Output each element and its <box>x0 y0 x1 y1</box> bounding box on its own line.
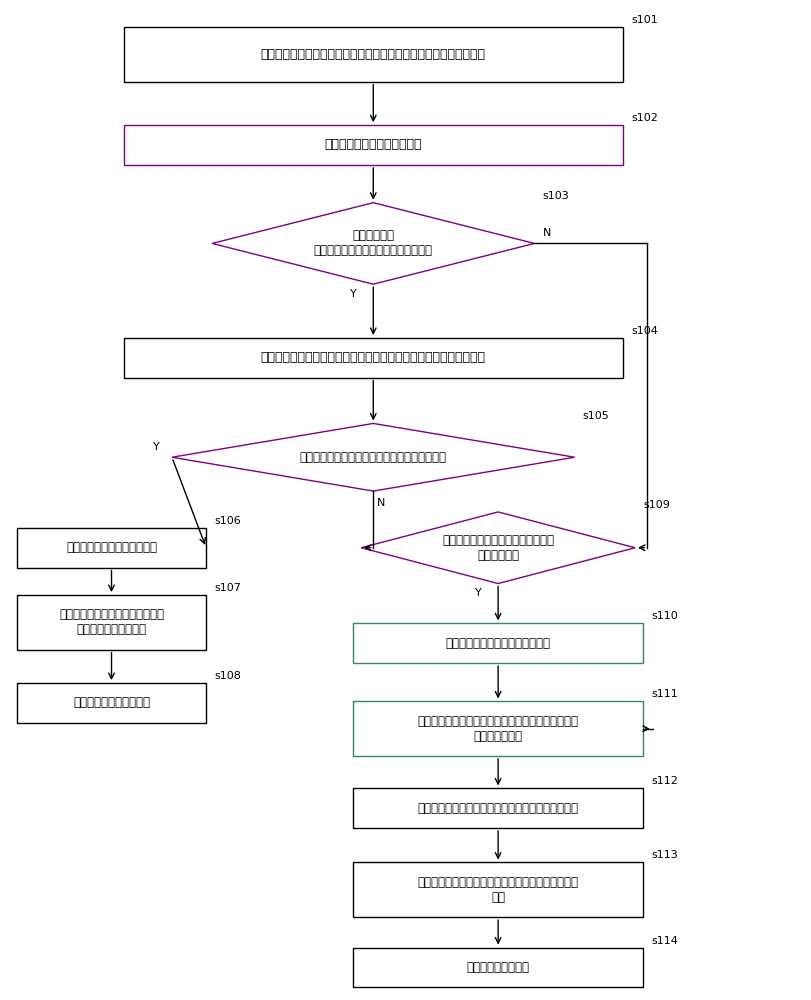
Text: s113: s113 <box>651 850 678 860</box>
Text: 位置更新成功后，标记基站小区的地址为真基站小区: 位置更新成功后，标记基站小区的地址为真基站小区 <box>418 802 578 815</box>
Text: s112: s112 <box>651 776 678 786</box>
Bar <box>353 701 643 756</box>
Text: s101: s101 <box>631 15 658 25</box>
Text: s107: s107 <box>214 583 241 593</box>
Bar <box>123 338 623 378</box>
Text: N: N <box>377 498 386 508</box>
Text: 标记基站小区的地址为伪基站: 标记基站小区的地址为伪基站 <box>66 541 157 554</box>
Text: Y: Y <box>153 442 160 452</box>
Text: Y: Y <box>350 289 357 299</box>
Text: s114: s114 <box>651 936 678 946</box>
Bar <box>353 862 643 917</box>
Text: s109: s109 <box>643 500 670 510</box>
Text: 重新发送位置更新请求至基站小区: 重新发送位置更新请求至基站小区 <box>445 637 551 650</box>
Bar <box>353 788 643 828</box>
Text: s111: s111 <box>651 689 678 699</box>
Bar <box>17 528 206 568</box>
Polygon shape <box>361 512 635 584</box>
Polygon shape <box>172 423 575 491</box>
Text: 接收基站小区发送的身份请求信息后，发送虚假身份信息至基站小区: 接收基站小区发送的身份请求信息后，发送虚假身份信息至基站小区 <box>261 351 486 364</box>
Bar <box>123 125 623 165</box>
Text: s108: s108 <box>214 671 241 681</box>
Polygon shape <box>212 203 534 284</box>
Text: 将基站小区的地址写入终端内存储
的禁止接入小区列表内: 将基站小区的地址写入终端内存储 的禁止接入小区列表内 <box>59 608 164 636</box>
Bar <box>17 595 206 650</box>
Text: 将基站小区的地址写入终端内存储的允许接入小区列
表内: 将基站小区的地址写入终端内存储的允许接入小区列 表内 <box>418 876 578 904</box>
Text: s103: s103 <box>543 191 569 201</box>
Text: 判断是否继续收到基站小区发送的身份请求信息: 判断是否继续收到基站小区发送的身份请求信息 <box>300 451 447 464</box>
Bar <box>123 27 623 82</box>
Text: s106: s106 <box>214 516 241 526</box>
Bar <box>353 623 643 663</box>
Text: s105: s105 <box>582 411 609 421</box>
Bar <box>353 948 643 987</box>
Text: 终端重选入基站小区: 终端重选入基站小区 <box>466 961 530 974</box>
Text: s110: s110 <box>651 611 678 621</box>
Text: s102: s102 <box>631 113 658 123</box>
Text: 接收基站小区发送的身份请求信息后，发送真实身份
信息至基站小区: 接收基站小区发送的身份请求信息后，发送真实身份 信息至基站小区 <box>418 715 578 743</box>
Text: Y: Y <box>474 588 482 598</box>
Text: 根据系统信息
判断基站小区是否满足伪基站判定标准: 根据系统信息 判断基站小区是否满足伪基站判定标准 <box>314 229 433 257</box>
Text: 当终端发生基站小区重选后，接收重选后的基站小区发送的系统信息: 当终端发生基站小区重选后，接收重选后的基站小区发送的系统信息 <box>261 48 486 61</box>
Text: 判断是否接收到基站小区发送的位置
更新拒绝信息: 判断是否接收到基站小区发送的位置 更新拒绝信息 <box>442 534 554 562</box>
Text: N: N <box>543 228 551 238</box>
Text: s104: s104 <box>631 326 658 336</box>
Bar <box>17 683 206 723</box>
Text: 终端重选入其他基站小区: 终端重选入其他基站小区 <box>73 696 150 709</box>
Text: 发送位置更新请求至基站小区: 发送位置更新请求至基站小区 <box>324 138 422 151</box>
